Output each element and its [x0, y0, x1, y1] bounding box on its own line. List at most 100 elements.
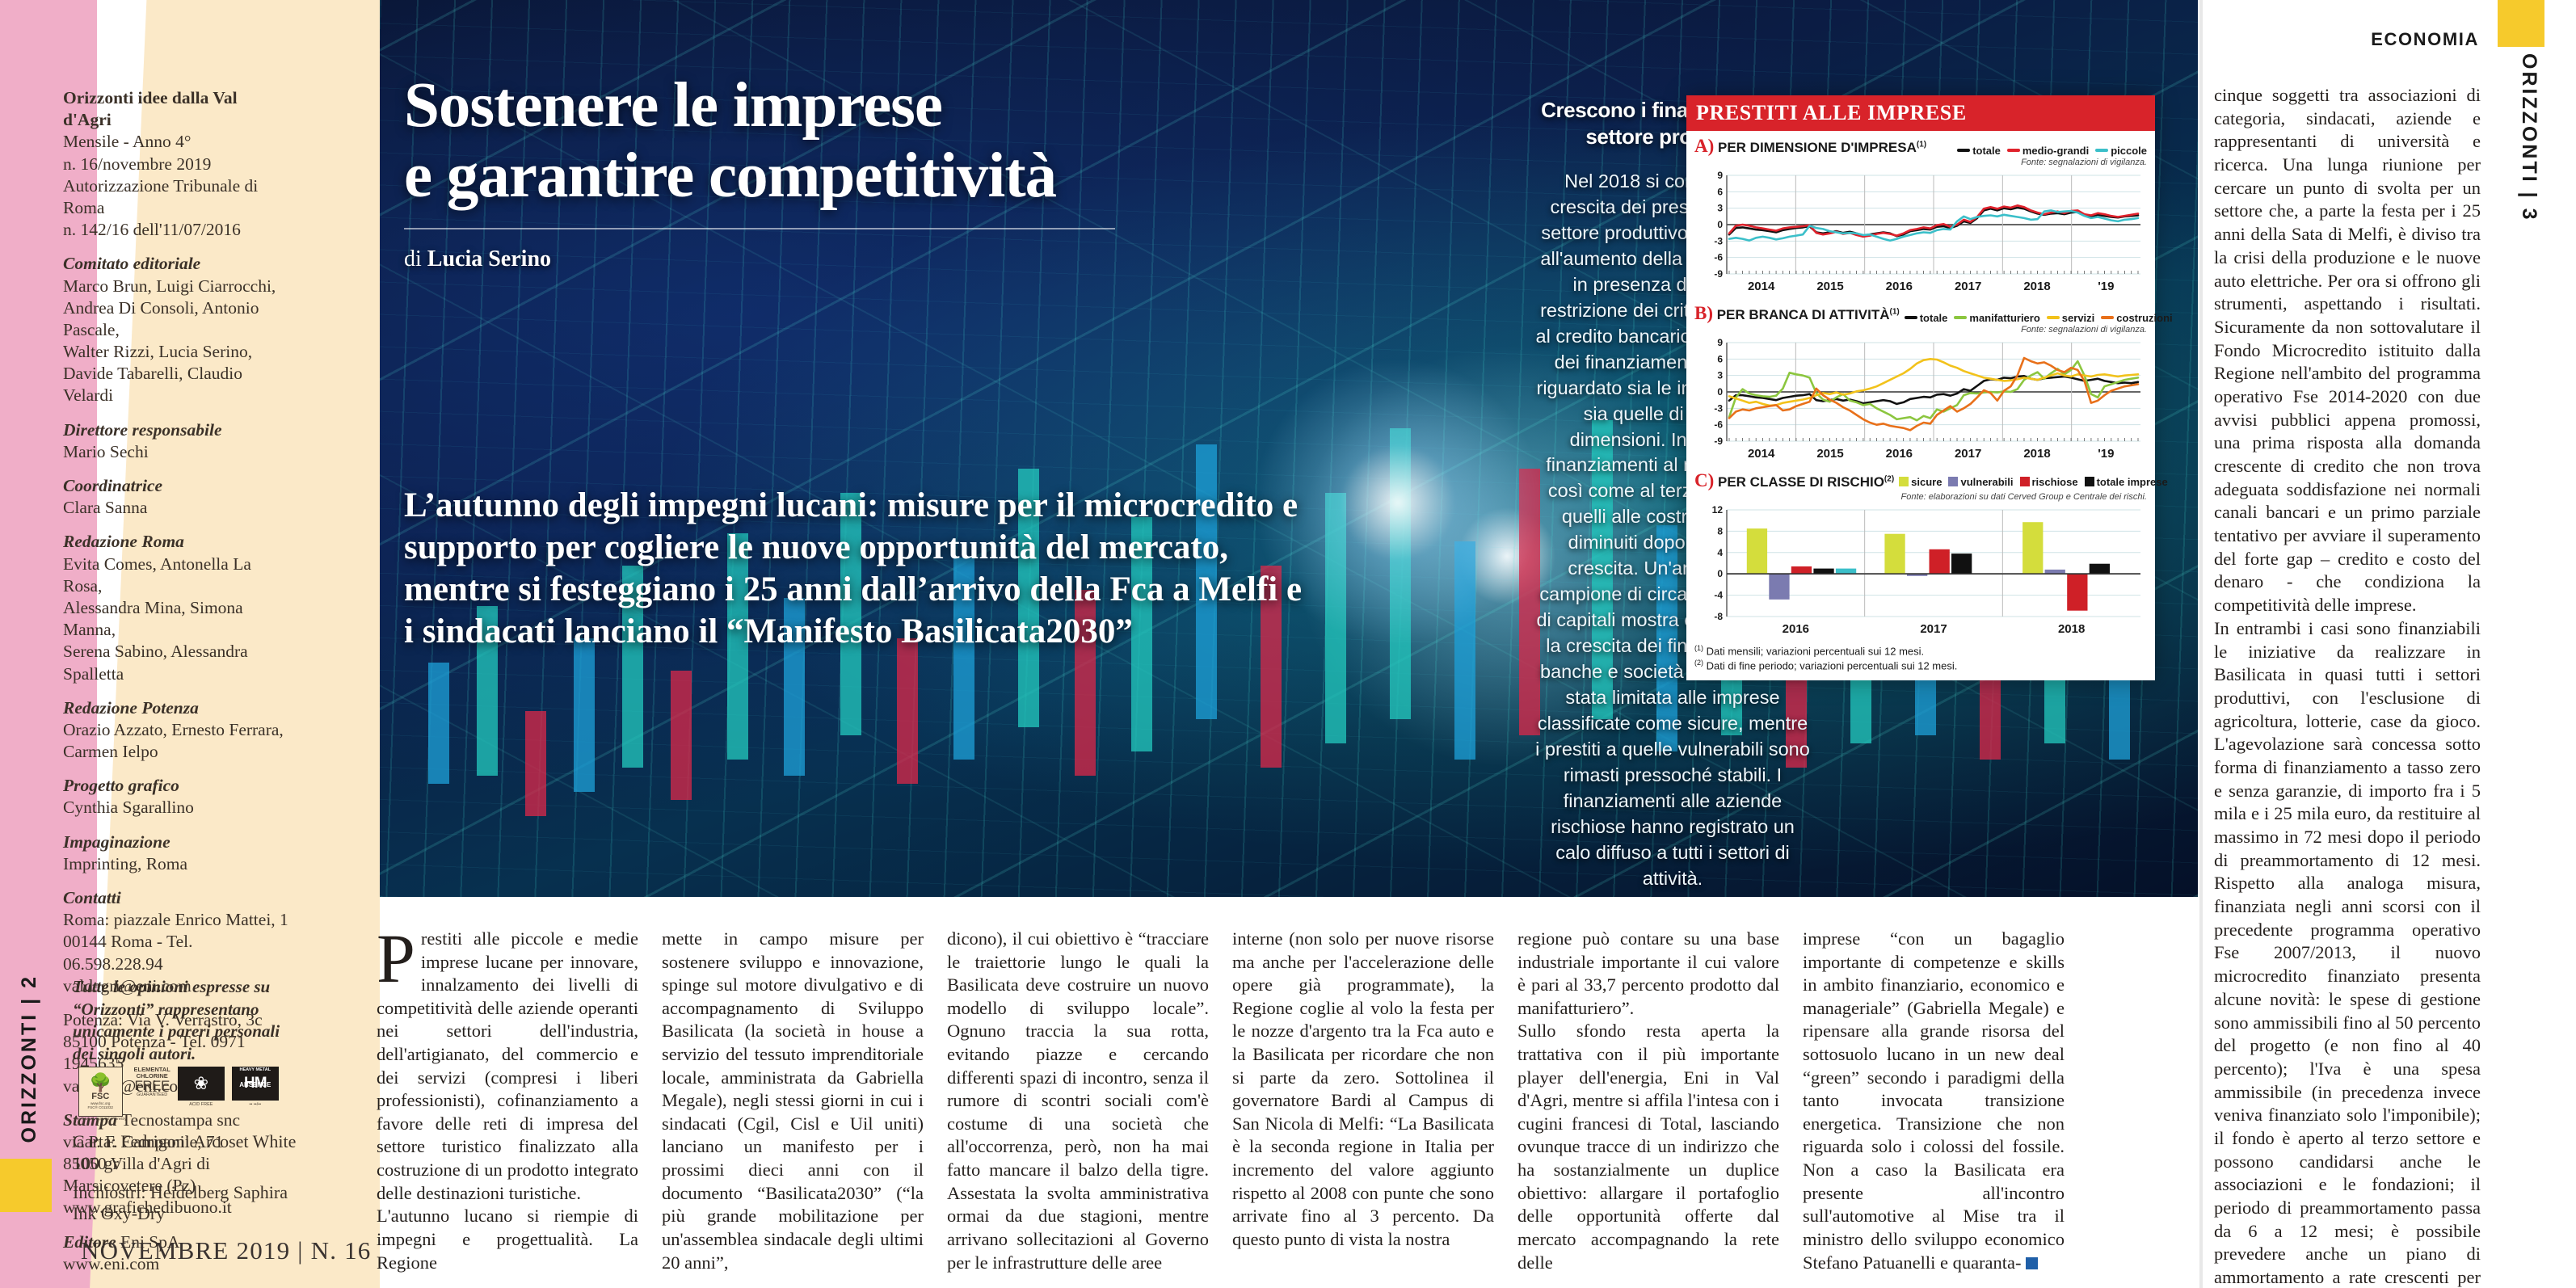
- hm-initials: HM: [244, 1075, 267, 1092]
- chart-canvas-a: 9 6 3 0 -3 -6 -9 2014 2015 2016 2017 2018 '19: [1714, 170, 2140, 293]
- series-line: [1728, 375, 2140, 406]
- legend-item: totale: [1904, 311, 1948, 324]
- ecf-line1: ELEMENTAL: [133, 1066, 170, 1073]
- series-line: [1728, 356, 2140, 431]
- y-axis-tick: 0: [1717, 219, 1723, 230]
- legend-swatch: [1948, 477, 1959, 486]
- chart-source: Fonte: elaborazioni su dati Cerved Group…: [1900, 492, 2148, 502]
- article-column: interne (non solo per nuove risorse ma a…: [1232, 928, 1494, 1267]
- x-axis-tick: 2014: [1748, 280, 1775, 293]
- legend-swatch: [2006, 149, 2020, 152]
- x-axis-tick: 2018: [2058, 622, 2085, 636]
- yellow-tab-block: [2498, 0, 2544, 47]
- colophon-line: valdagri@eni.com: [63, 975, 192, 995]
- article-column: imprese “con un bagaglio importante di c…: [1803, 928, 2065, 1273]
- fsc-code: FSC® C011032: [87, 1105, 114, 1109]
- masthead-identity: Orizzonti idee dalla Val d'Agri Mensile …: [63, 87, 289, 241]
- colophon-line: Orazio Azzato, Ernesto Ferrara,: [63, 719, 284, 739]
- ecf-line2: CHLORINE: [136, 1071, 168, 1080]
- x-axis-tick: 2018: [2023, 447, 2050, 461]
- chart-footnote-2: (2) Dati di fine periodo; variazioni per…: [1694, 659, 2147, 673]
- legend-label: totale: [1919, 311, 1948, 324]
- chart-title-text: PER BRANCA DI ATTIVITÀ: [1713, 307, 1890, 322]
- series-line: [1728, 206, 2140, 238]
- article-headline: Sostenere le imprese e garantire competi…: [404, 70, 1422, 212]
- legend-label: medio-grandi: [2022, 144, 2090, 157]
- article-paragraph: interne (non solo per nuove risorse ma a…: [1232, 928, 1494, 1249]
- hm-caption: •• ••/••: [249, 1102, 262, 1107]
- colophon-line: Mario Sechi: [63, 441, 149, 461]
- legend-label: costruzioni: [2116, 311, 2173, 324]
- series-line: [1728, 360, 2140, 422]
- chart-panel: PRESTITI ALLE IMPRESE A) PER DIMENSIONE …: [1686, 95, 2173, 681]
- x-axis-tick: 2016: [1783, 622, 1809, 636]
- right-column-text: cinque soggetti tra associazioni di cate…: [2214, 84, 2481, 1288]
- y-axis-tick: 12: [1712, 504, 1724, 516]
- colophon-line: Carmen Ielpo: [63, 742, 158, 762]
- right-column-paragraph: cinque soggetti tra associazioni di cate…: [2214, 85, 2481, 616]
- bar: [1835, 568, 1857, 575]
- y-axis-tick: -3: [1714, 402, 1723, 414]
- colophon-line: Marco Brun, Luigi Ciarrocchi,: [63, 276, 276, 296]
- colophon-group: Comitato editoriale Marco Brun, Luigi Cia…: [63, 253, 289, 406]
- headline-line-2: e garantire competitività: [404, 140, 1057, 211]
- colophon-line: www.grafichedibuono.it: [63, 1198, 232, 1218]
- chart-source: Fonte: segnalazioni di vigilanza.: [2021, 158, 2147, 167]
- issue-footer: NOVEMBRE 2019 | N. 16: [81, 1236, 372, 1265]
- bar: [1929, 549, 1950, 575]
- article-column: mette in campo misure per sostenere svil…: [662, 928, 924, 1273]
- x-axis-tick: 2017: [1955, 447, 1981, 461]
- page-rail-left: ORIZZONTI | 2: [18, 974, 40, 1143]
- y-axis-tick: -4: [1714, 590, 1723, 601]
- x-axis-tick: 2015: [1816, 447, 1843, 461]
- series-line: [1728, 358, 2140, 407]
- colophon-line: Serena Sabino, Alessandra Spalletta: [63, 642, 248, 684]
- legend-swatch: [1904, 316, 1917, 319]
- hero-glow: [1252, 356, 1543, 648]
- opinions-disclaimer: Tutte le opinioni espresse su “Orizzonti…: [73, 977, 280, 1064]
- colophon-line: Davide Tabarelli, Claudio Velardi: [63, 364, 242, 406]
- legend-item: medio-grandi: [2006, 144, 2090, 157]
- paper-and-ink-info: Carta: Fedrigoni Arcoset White 100 gr In…: [73, 1131, 307, 1232]
- footnote-1-marker: (1): [1694, 644, 1703, 652]
- legend-label: vulnerabili: [1960, 475, 2014, 488]
- x-axis-tick: 2018: [2023, 280, 2050, 293]
- headline-line-1: Sostenere le imprese: [404, 70, 943, 141]
- legend-swatch: [1954, 316, 1968, 319]
- legend-item: totale: [1957, 145, 2001, 157]
- colophon-line: 00144 Roma - Tel. 06.598.228.94: [63, 932, 193, 974]
- drop-cap: P: [377, 920, 415, 997]
- colophon-heading: Impaginazione: [63, 831, 170, 852]
- colophon-line: 85050 Villa d'Agri di Marsicovetere (Pz): [63, 1154, 210, 1196]
- y-axis-tick: 3: [1717, 370, 1723, 381]
- legend-item: sicure: [1899, 476, 1942, 488]
- colophon-group: Redazione Potenza Orazio Azzato, Ernesto …: [63, 697, 289, 764]
- chart-title-marker: (1): [1916, 140, 1927, 149]
- chart-title-text: PER DIMENSIONE D'IMPRESA: [1714, 140, 1917, 155]
- bar: [1746, 528, 1768, 575]
- bar: [1907, 574, 1928, 576]
- chart-panel-letter: A): [1694, 136, 1715, 156]
- colophon-group: Coordinatrice Clara Sanna: [63, 475, 289, 519]
- legend-swatch: [1957, 149, 1971, 152]
- colophon-group: Stampa Tecnostampa snc via P. F. Campanil…: [63, 1109, 289, 1219]
- chart-source: Fonte: segnalazioni di vigilanza.: [2021, 325, 2147, 335]
- acid-free-logo: ❀ ACID FREE: [177, 1067, 225, 1107]
- article-paragraph: imprese “con un bagaglio importante di c…: [1803, 928, 2065, 1273]
- legend-item: totale imprese: [2084, 476, 2168, 488]
- colophon-heading: Coordinatrice: [63, 476, 163, 495]
- x-axis-tick: 2017: [1955, 280, 1981, 293]
- flower-icon: ❀: [193, 1073, 209, 1093]
- legend-label: sicure: [1911, 475, 1943, 488]
- bar: [2044, 569, 2065, 575]
- section-label: ECONOMIA: [2371, 29, 2479, 49]
- byline-author: Lucia Serino: [427, 246, 552, 271]
- headline-rule: [404, 228, 1115, 229]
- x-axis-tick: '19: [2098, 447, 2114, 461]
- chart-title-marker: (2): [1884, 474, 1895, 484]
- legend-item: rischiose: [2019, 476, 2078, 488]
- yellow-corner-block: [0, 1159, 52, 1212]
- article-column: regione può contare su una base industri…: [1517, 928, 1779, 1273]
